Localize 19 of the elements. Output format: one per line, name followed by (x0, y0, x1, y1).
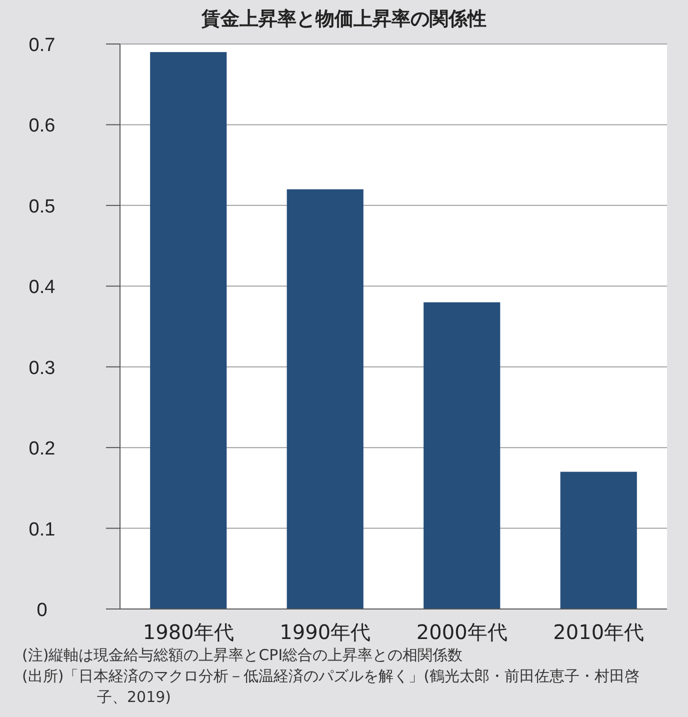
y-tick-label: 0.1 (28, 519, 56, 540)
text: (注)縦軸は現金給与総額の上昇率とCPI総合の上昇率との相関係数 (22, 645, 464, 666)
x-tick-label: 1990年代 (280, 620, 371, 644)
y-tick-label: 0 (36, 600, 48, 621)
chart-title: 賃金上昇率と物価上昇率の関係性 (200, 7, 488, 32)
x-tick-label: 1980年代 (142, 620, 234, 644)
y-tick-label: 0.3 (28, 358, 56, 379)
bar (286, 189, 364, 609)
x-tick-label: 2000年代 (416, 620, 508, 644)
text: (出所)「日本経済のマクロ分析－低温経済のパズルを解く」(鶴光太郎・前田佐恵子・村田啓子、2019) (22, 666, 641, 708)
bar (424, 302, 500, 609)
y-tick-label: 0.6 (28, 116, 56, 137)
y-tick-label: 0.7 (28, 35, 56, 56)
y-tick-label: 0.5 (28, 196, 56, 218)
bar (150, 52, 227, 609)
bar (560, 472, 637, 609)
x-tick-label: 2010年代 (553, 620, 644, 644)
y-tick-label: 0.2 (28, 438, 56, 460)
y-tick-label: 0.4 (28, 277, 56, 298)
